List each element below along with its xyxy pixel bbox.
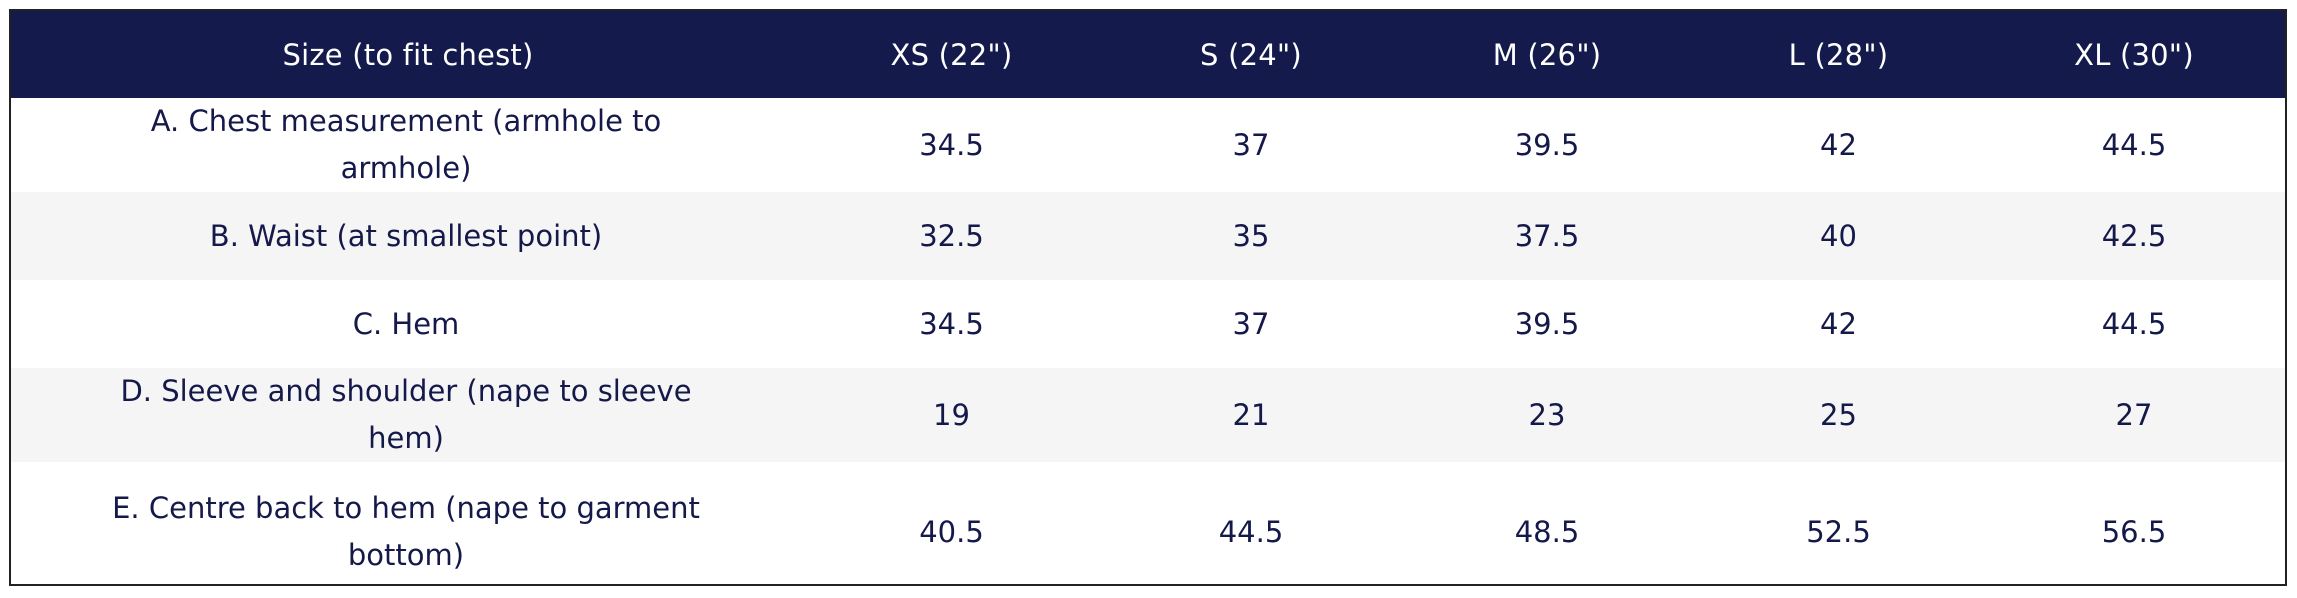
table-row: A. Chest measurement (armhole to armhole… — [11, 98, 2285, 192]
table-cell: 52.5 — [1806, 514, 1871, 549]
table-cell: 19 — [933, 397, 970, 432]
header-row: Size (to fit chest) XS (22") S (24") M (… — [11, 11, 2285, 98]
size-chart-table: Size (to fit chest) XS (22") S (24") M (… — [11, 11, 2285, 584]
row-label: A. Chest measurement (armhole to armhole… — [150, 104, 662, 185]
table-cell: 34.5 — [919, 127, 984, 162]
table-cell: 34.5 — [919, 306, 984, 341]
header-size-s: S (24") — [1200, 37, 1302, 72]
header-size-label: Size (to fit chest) — [282, 37, 534, 72]
table-cell: 37 — [1232, 127, 1270, 162]
table-cell: 42.5 — [2101, 218, 2167, 253]
table-cell: 42 — [1820, 306, 1857, 341]
table-cell: 44.5 — [1218, 514, 1284, 549]
table-cell: 56.5 — [2101, 514, 2167, 549]
header-size-m: M (26") — [1492, 37, 1602, 72]
row-label: E. Centre back to hem (nape to garment b… — [112, 491, 700, 572]
row-label: D. Sleeve and shoulder (nape to sleeve h… — [120, 374, 692, 455]
header-size-xl: XL (30") — [2074, 37, 2194, 72]
table-cell: 44.5 — [2101, 127, 2167, 162]
table-row: C. Hem 34.5 37 39.5 42 44.5 — [11, 280, 2285, 368]
table-cell: 44.5 — [2101, 306, 2167, 341]
table-cell: 32.5 — [919, 218, 984, 253]
table-cell: 42 — [1820, 127, 1857, 162]
table-cell: 48.5 — [1514, 514, 1580, 549]
table-cell: 37 — [1232, 306, 1270, 341]
table-cell: 37.5 — [1514, 218, 1580, 253]
row-label: C. Hem — [352, 306, 460, 341]
table-row: B. Waist (at smallest point) 32.5 35 37.… — [11, 192, 2285, 280]
table-cell: 35 — [1232, 218, 1270, 253]
table-cell: 40.5 — [919, 514, 984, 549]
table-cell: 23 — [1528, 397, 1566, 432]
header-size-xs: XS (22") — [890, 37, 1013, 72]
table-row: E. Centre back to hem (nape to garment b… — [11, 462, 2285, 584]
table-cell: 27 — [2115, 397, 2153, 432]
table-cell: 25 — [1820, 397, 1857, 432]
table-cell: 39.5 — [1514, 306, 1580, 341]
size-chart: Size (to fit chest) XS (22") S (24") M (… — [9, 9, 2287, 586]
header-size-l: L (28") — [1788, 37, 1889, 72]
table-row: D. Sleeve and shoulder (nape to sleeve h… — [11, 368, 2285, 462]
table-cell: 40 — [1820, 218, 1857, 253]
table-cell: 39.5 — [1514, 127, 1580, 162]
row-label: B. Waist (at smallest point) — [209, 218, 603, 253]
table-cell: 21 — [1232, 397, 1270, 432]
